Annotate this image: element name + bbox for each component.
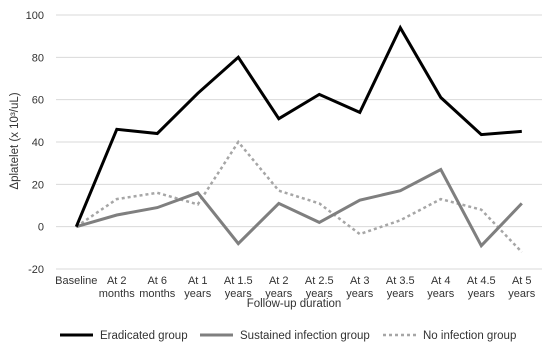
x-tick-label: At 4 years: [427, 275, 454, 300]
x-tick-label: Baseline: [55, 275, 97, 287]
y-tick-label: 100: [26, 10, 44, 22]
y-tick-label: -20: [28, 264, 44, 276]
legend-label: Eradicated group: [100, 330, 188, 342]
x-tick-label: At 2.5 years: [305, 275, 334, 300]
series-line: [74, 24, 522, 228]
y-tick-label: 80: [32, 52, 44, 64]
legend: Eradicated group Sustained infection grou…: [60, 330, 516, 342]
legend-label: No infection group: [423, 330, 516, 342]
x-tick-label: At 2 years: [265, 275, 292, 300]
x-tick-label: At 5 years: [508, 275, 535, 300]
y-axis-title: Δplatelet (x 10³/uL): [9, 92, 21, 189]
x-tick-label: At 2 months: [99, 275, 136, 300]
x-tick-label: At 6 months: [139, 275, 176, 300]
x-axis-title: Follow-up duration: [247, 298, 342, 310]
legend-label: Sustained infection group: [240, 330, 370, 342]
y-tick-label: 20: [32, 179, 44, 191]
gridlines: [56, 14, 542, 270]
x-tick-label: At 1 years: [184, 275, 211, 300]
x-tick-label: At 3 years: [346, 275, 373, 300]
x-tick-label: At 4.5 years: [467, 275, 496, 300]
series-line: [75, 139, 523, 253]
x-tick-label: At 1.5 years: [224, 275, 253, 300]
y-axis-tick-labels: -20 0 20 40 60 80 100: [26, 10, 44, 276]
y-tick-label: 0: [38, 222, 44, 234]
x-tick-label: At 3.5 years: [386, 275, 415, 300]
series-line: [75, 167, 523, 249]
y-tick-label: 40: [32, 137, 44, 149]
series-lines: [74, 24, 523, 253]
y-tick-label: 60: [32, 95, 44, 107]
